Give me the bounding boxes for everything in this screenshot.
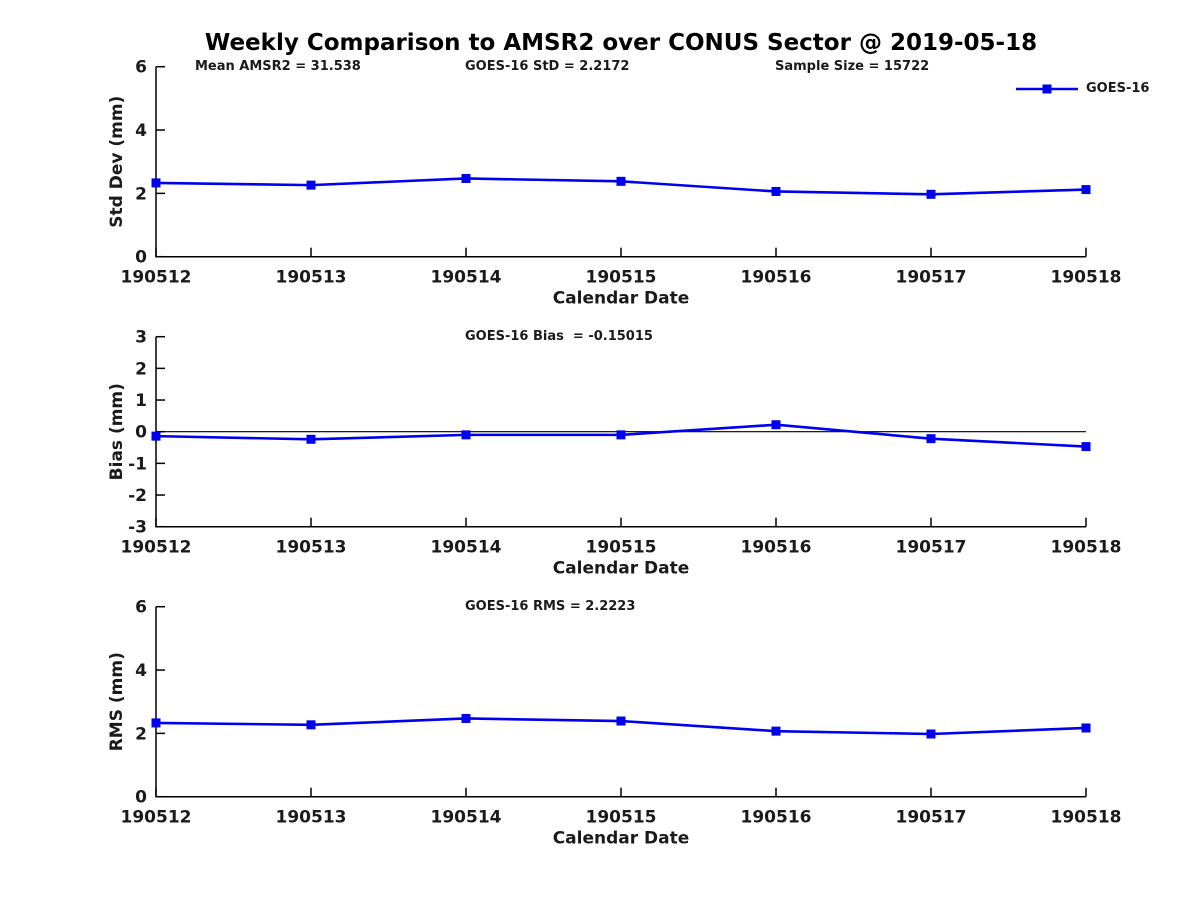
y-tick-label: -1	[128, 454, 147, 474]
y-tick-label: 4	[135, 661, 147, 681]
data-point-marker	[616, 176, 626, 186]
y-tick-label: 2	[135, 359, 147, 379]
data-point-marker	[151, 718, 161, 728]
annotation-sample-size: Sample Size = 15722	[775, 59, 930, 74]
data-point-marker	[1081, 723, 1091, 733]
data-point-marker	[306, 434, 316, 444]
data-point-marker	[306, 720, 316, 730]
y-tick-label: 4	[135, 121, 147, 141]
data-point-marker	[616, 716, 626, 726]
annotation-mean-amsr2: Mean AMSR2 = 31.538	[195, 59, 361, 74]
x-tick-label: 190518	[1051, 268, 1122, 288]
data-point-marker	[771, 420, 781, 430]
data-point-marker	[151, 178, 161, 188]
y-tick-label: -2	[128, 486, 147, 506]
x-tick-label: 190514	[431, 808, 502, 828]
x-tick-label: 190515	[586, 268, 657, 288]
std-dev-chart: 0 2 4 6 190512 190513 190514 190515 190516 190517…	[107, 58, 1121, 309]
figure-title: Weekly Comparison to AMSR2 over CONUS Se…	[204, 30, 1038, 56]
y-tick-label: 2	[135, 724, 147, 744]
data-point-marker	[306, 180, 316, 190]
y-tick-label: 6	[135, 58, 147, 78]
x-axis-label: Calendar Date	[553, 829, 690, 849]
x-tick-label: 190516	[741, 538, 812, 558]
x-tick-label: 190512	[121, 268, 192, 288]
x-tick-label: 190513	[276, 538, 347, 558]
axes-spines	[155, 66, 1086, 258]
x-tick-label: 190515	[586, 538, 657, 558]
y-tick-label: -3	[128, 518, 147, 538]
y-tick-label: 1	[135, 391, 147, 411]
x-tick-label: 190517	[896, 538, 967, 558]
annotation-goes16-bias: GOES-16 Bias = -0.15015	[465, 329, 653, 344]
x-axis-label: Calendar Date	[553, 289, 690, 309]
y-tick-label: 6	[135, 598, 147, 618]
y-tick-label: 0	[135, 423, 147, 443]
legend: GOES-16	[1015, 81, 1149, 96]
y-tick-label: 0	[135, 248, 147, 268]
x-tick-label: 190513	[276, 268, 347, 288]
legend-label: GOES-16	[1086, 81, 1150, 96]
x-tick-label: 190514	[431, 268, 502, 288]
x-tick-label: 190513	[276, 808, 347, 828]
annotation-goes16-rms: GOES-16 RMS = 2.2223	[465, 599, 636, 614]
x-tick-label: 190512	[121, 808, 192, 828]
y-tick-label: 3	[135, 328, 147, 348]
axes-spines	[155, 606, 1086, 798]
data-point-marker	[926, 189, 936, 199]
data-point-marker	[771, 186, 781, 196]
x-tick-label: 190514	[431, 538, 502, 558]
x-tick-label: 190518	[1051, 538, 1122, 558]
y-tick-label: 0	[135, 788, 147, 808]
data-point-marker	[461, 173, 471, 183]
y-tick-label: 2	[135, 184, 147, 204]
annotation-goes16-std: GOES-16 StD = 2.2172	[465, 59, 630, 74]
x-tick-label: 190516	[741, 808, 812, 828]
x-tick-label: 190517	[896, 808, 967, 828]
data-point-marker	[771, 726, 781, 736]
y-axis-label: RMS (mm)	[107, 652, 127, 751]
bias-chart: -3 -2 -1 0 1 2 3 190512 190513 190514 190515 190516…	[107, 328, 1121, 579]
x-tick-label: 190512	[121, 538, 192, 558]
legend-line-marker-icon	[1016, 84, 1078, 93]
data-point-marker	[1081, 442, 1091, 452]
data-point-marker	[616, 430, 626, 440]
data-point-marker	[461, 713, 471, 723]
x-tick-label: 190518	[1051, 808, 1122, 828]
x-tick-label: 190517	[896, 268, 967, 288]
data-point-marker	[926, 434, 936, 444]
data-point-marker	[926, 729, 936, 739]
x-axis-label: Calendar Date	[553, 559, 690, 579]
data-point-marker	[151, 431, 161, 441]
data-point-marker	[461, 430, 471, 440]
y-axis-label: Std Dev (mm)	[107, 96, 127, 228]
y-axis-label: Bias (mm)	[107, 383, 127, 480]
rms-chart: 0 2 4 6 190512 190513 190514 190515 190516 190517…	[107, 598, 1121, 849]
data-point-marker	[1081, 185, 1091, 195]
x-tick-label: 190516	[741, 268, 812, 288]
x-tick-label: 190515	[586, 808, 657, 828]
